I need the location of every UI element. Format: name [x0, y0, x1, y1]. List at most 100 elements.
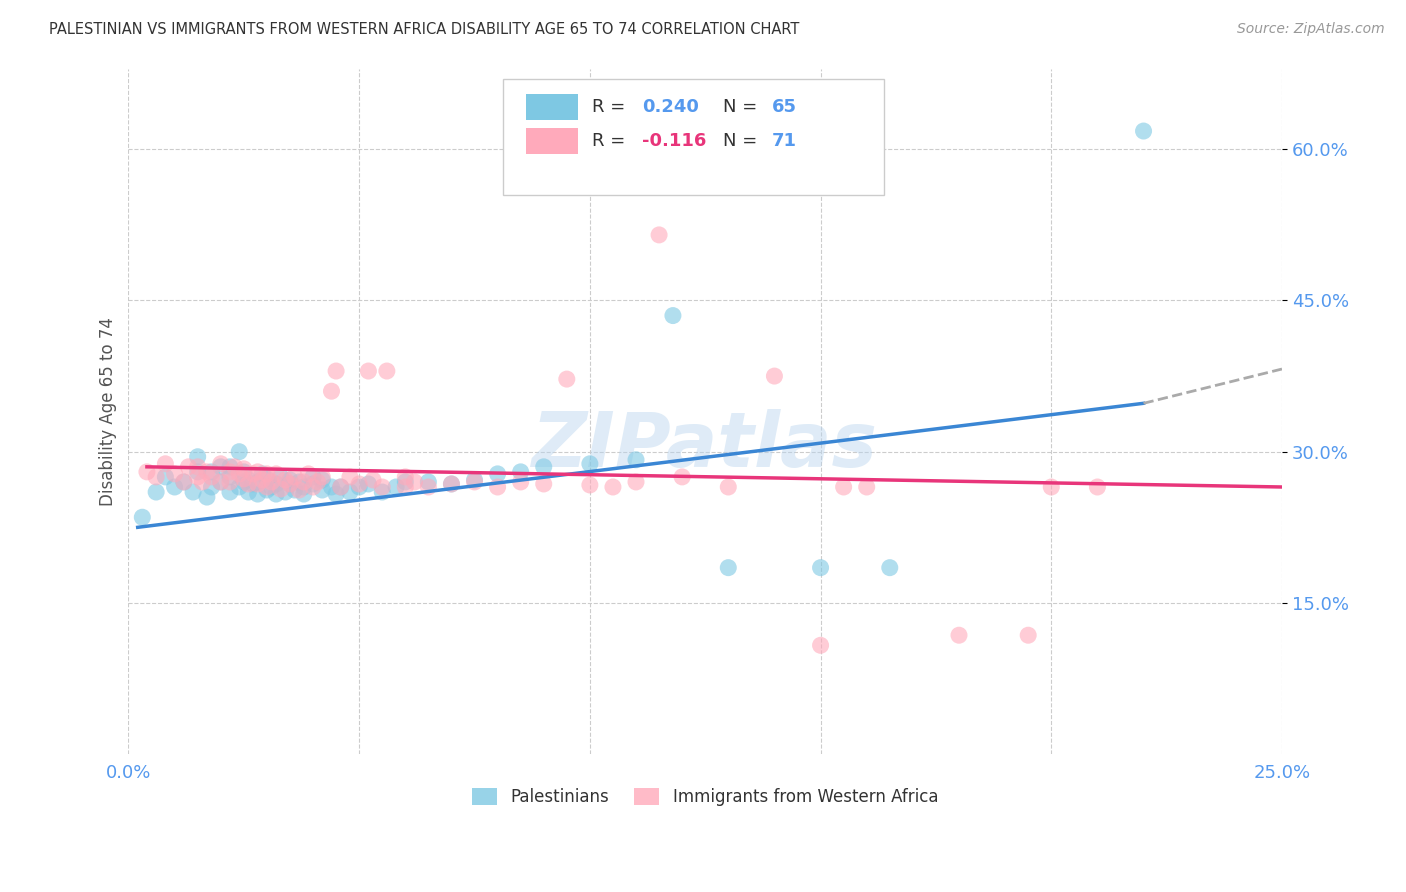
Point	[252, 473, 274, 487]
Point	[509, 475, 531, 489]
Text: R =: R =	[592, 98, 631, 116]
Point	[948, 628, 970, 642]
Point	[278, 477, 301, 491]
Point	[624, 452, 647, 467]
Point	[292, 475, 315, 489]
Point	[181, 485, 204, 500]
Text: Source: ZipAtlas.com: Source: ZipAtlas.com	[1237, 22, 1385, 37]
Point	[292, 480, 315, 494]
Point	[579, 457, 602, 471]
Point	[274, 485, 297, 500]
Point	[232, 472, 254, 486]
Point	[284, 470, 307, 484]
Point	[163, 480, 186, 494]
Point	[717, 480, 740, 494]
Point	[195, 465, 218, 479]
Point	[329, 480, 352, 494]
FancyBboxPatch shape	[526, 94, 578, 120]
Point	[228, 480, 250, 494]
Point	[200, 480, 222, 494]
Point	[440, 477, 463, 491]
Point	[555, 372, 578, 386]
Point	[246, 475, 269, 489]
Text: -0.116: -0.116	[641, 132, 706, 150]
Point	[155, 470, 177, 484]
Point	[260, 480, 283, 494]
Point	[173, 475, 195, 489]
Point	[375, 364, 398, 378]
Legend: Palestinians, Immigrants from Western Africa: Palestinians, Immigrants from Western Af…	[464, 780, 946, 814]
Point	[238, 477, 260, 491]
Point	[648, 227, 671, 242]
Point	[371, 485, 394, 500]
Point	[219, 465, 242, 479]
Point	[302, 470, 325, 484]
Point	[404, 475, 426, 489]
Point	[264, 467, 287, 481]
Y-axis label: Disability Age 65 to 74: Disability Age 65 to 74	[100, 317, 117, 506]
Text: R =: R =	[592, 132, 631, 150]
Point	[533, 459, 555, 474]
Point	[209, 475, 232, 489]
Point	[173, 475, 195, 489]
Point	[187, 465, 209, 479]
Point	[252, 467, 274, 481]
Point	[1132, 124, 1154, 138]
Point	[209, 457, 232, 471]
Point	[292, 487, 315, 501]
Point	[347, 477, 370, 491]
Point	[394, 475, 416, 489]
Point	[270, 482, 292, 496]
Point	[278, 473, 301, 487]
Point	[311, 470, 333, 484]
Point	[187, 470, 209, 484]
Point	[810, 638, 832, 652]
Point	[136, 465, 159, 479]
Point	[329, 480, 352, 494]
Point	[602, 480, 624, 494]
Point	[131, 510, 153, 524]
Point	[278, 477, 301, 491]
Point	[662, 309, 685, 323]
Point	[486, 480, 509, 494]
Point	[264, 477, 287, 491]
Point	[242, 477, 264, 491]
Point	[486, 467, 509, 481]
Point	[288, 483, 311, 497]
Point	[533, 477, 555, 491]
Point	[246, 465, 269, 479]
Point	[187, 450, 209, 464]
Point	[307, 475, 329, 489]
Point	[579, 478, 602, 492]
Point	[219, 459, 242, 474]
Point	[219, 485, 242, 500]
Point	[357, 477, 380, 491]
Point	[256, 483, 278, 497]
Point	[302, 480, 325, 494]
Point	[238, 473, 260, 487]
Text: 71: 71	[772, 132, 797, 150]
Point	[321, 480, 343, 494]
Point	[311, 483, 333, 497]
Point	[232, 462, 254, 476]
Point	[325, 364, 347, 378]
Point	[274, 473, 297, 487]
Point	[219, 470, 242, 484]
Point	[418, 475, 440, 489]
Point	[256, 480, 278, 494]
Point	[297, 467, 319, 481]
Point	[418, 480, 440, 494]
Point	[209, 475, 232, 489]
Point	[463, 473, 485, 487]
Point	[209, 459, 232, 474]
Text: PALESTINIAN VS IMMIGRANTS FROM WESTERN AFRICA DISABILITY AGE 65 TO 74 CORRELATIO: PALESTINIAN VS IMMIGRANTS FROM WESTERN A…	[49, 22, 800, 37]
FancyBboxPatch shape	[526, 128, 578, 154]
Point	[671, 470, 693, 484]
Point	[1087, 480, 1109, 494]
Point	[246, 477, 269, 491]
Point	[879, 560, 901, 574]
Point	[321, 384, 343, 399]
Point	[228, 444, 250, 458]
Point	[238, 485, 260, 500]
Point	[288, 475, 311, 489]
